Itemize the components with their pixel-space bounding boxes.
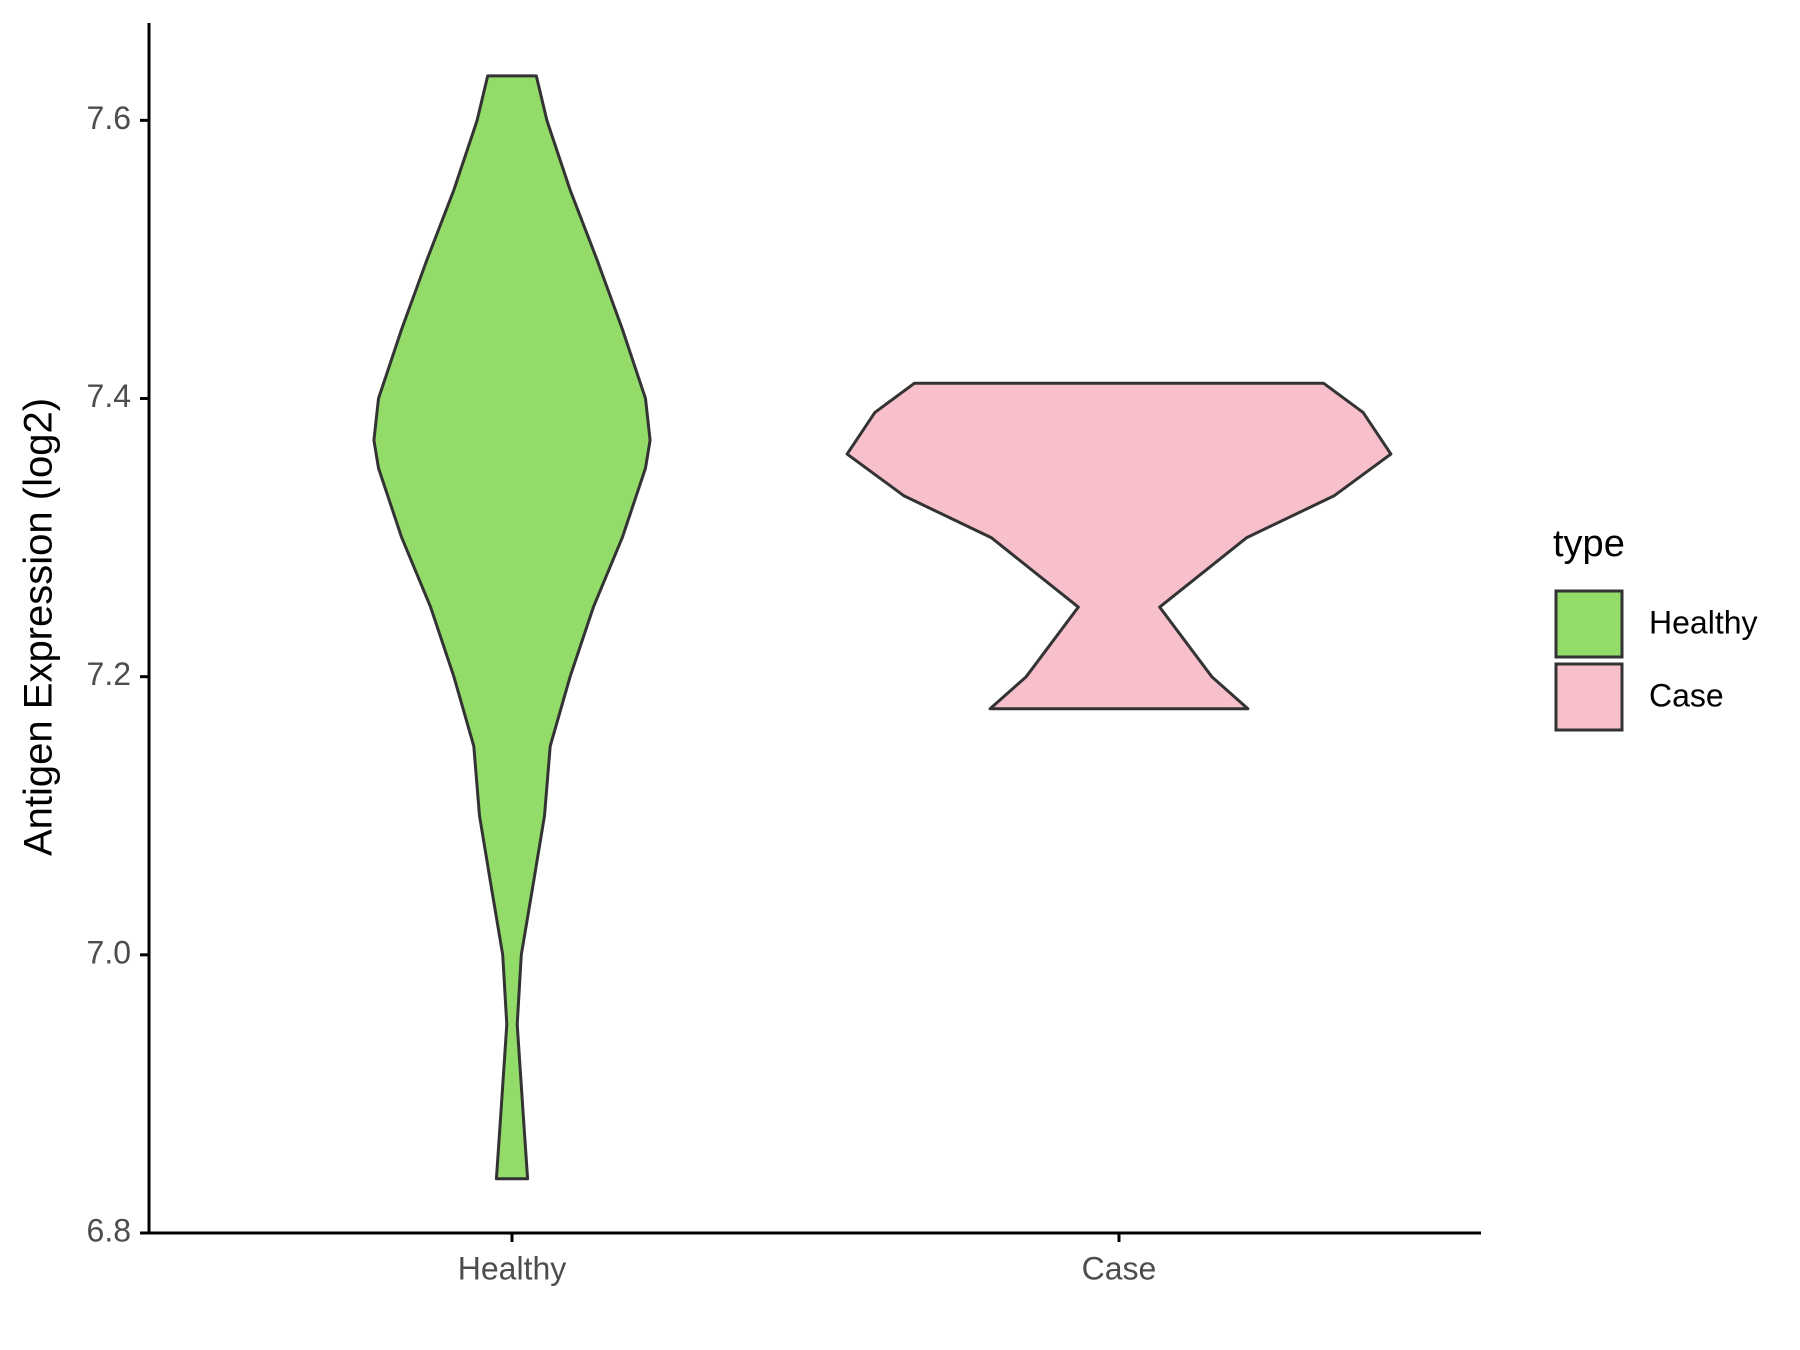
- y-tick-label: 7.6: [87, 100, 131, 136]
- y-tick-label: 7.2: [87, 656, 131, 692]
- legend-title: type: [1553, 523, 1625, 565]
- y-tick-label: 7.4: [87, 378, 131, 414]
- x-tick-label: Case: [1082, 1250, 1157, 1286]
- x-tick-label: Healthy: [458, 1250, 567, 1286]
- legend-key: [1554, 589, 1624, 659]
- legend-label: Healthy: [1649, 604, 1758, 640]
- legend-label: Case: [1649, 677, 1724, 713]
- legend-key: [1554, 662, 1624, 732]
- y-axis-title: Antigen Expression (log2): [17, 398, 61, 856]
- y-tick-label: 7.0: [87, 934, 131, 970]
- y-tick-label: 6.8: [87, 1212, 131, 1248]
- violin: [372, 74, 652, 1181]
- violin: [845, 381, 1393, 711]
